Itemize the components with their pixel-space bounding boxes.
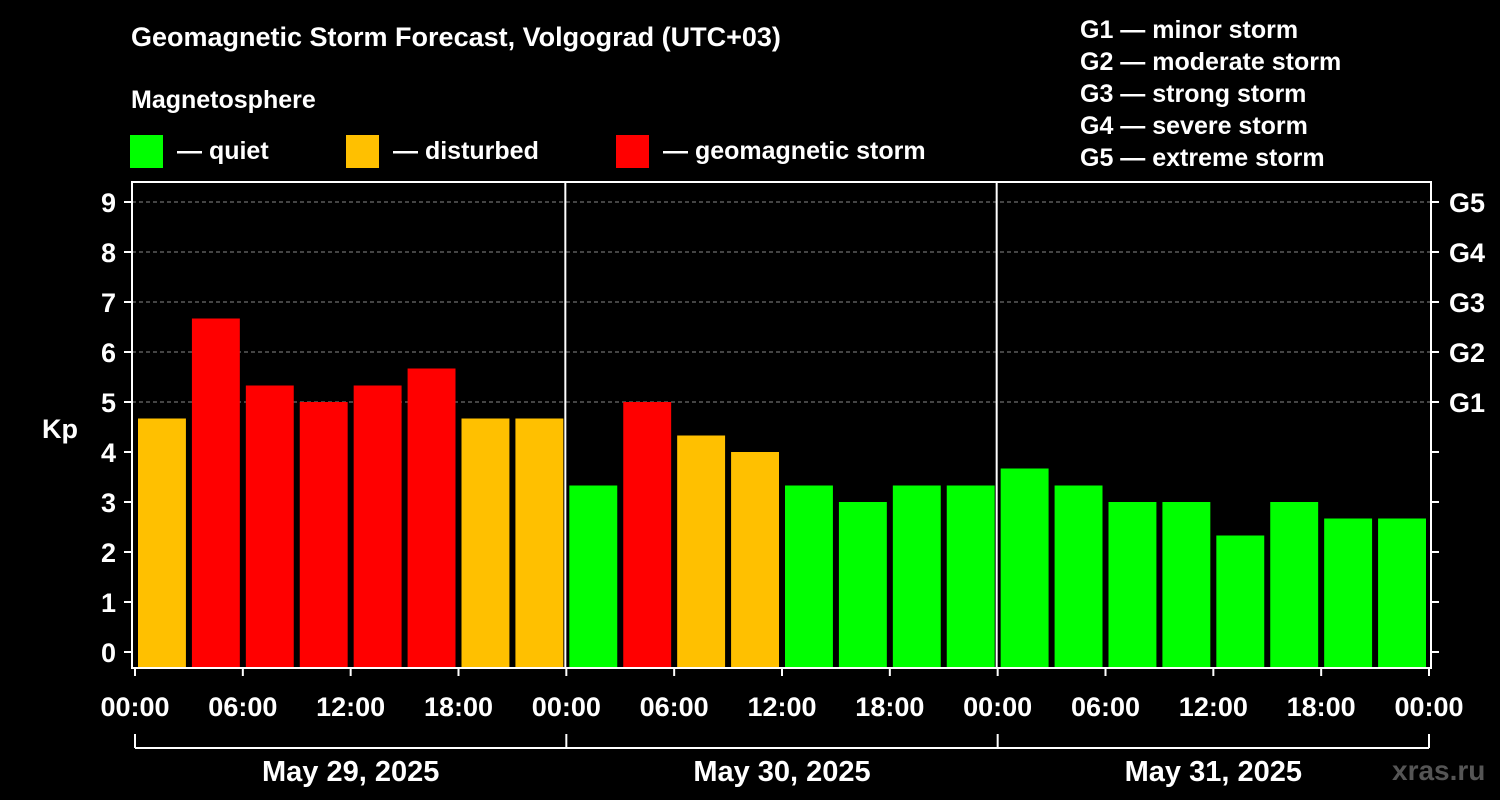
- x-tick-label-8: 18:00: [855, 692, 924, 722]
- kp-bar-3: [245, 385, 294, 668]
- kp-bar-14: [838, 502, 887, 668]
- g-legend-g5: G5 — extreme storm: [1080, 144, 1325, 172]
- chart-title: Geomagnetic Storm Forecast, Volgograd (U…: [131, 22, 781, 52]
- kp-bar-21: [1216, 535, 1265, 668]
- x-tick-label-3: 12:00: [316, 692, 385, 722]
- y-tick-label-5: 5: [101, 388, 116, 418]
- g-axis-label-g4: G4: [1449, 238, 1485, 268]
- x-tick-label-12: 18:00: [1287, 692, 1356, 722]
- day-label-3: May 31, 2025: [1125, 756, 1302, 788]
- kp-bar-11: [677, 435, 726, 668]
- legend-label-quiet: — quiet: [177, 136, 269, 165]
- day-label-1: May 29, 2025: [262, 756, 439, 788]
- day-label-2: May 30, 2025: [693, 756, 870, 788]
- legend-label-disturbed: — disturbed: [393, 136, 539, 165]
- y-tick-label-2: 2: [101, 538, 116, 568]
- legend-swatch-storm: [616, 134, 649, 168]
- legend-quiet: — quiet: [130, 134, 269, 168]
- g-axis-label-g3: G3: [1449, 288, 1485, 318]
- kp-bar-8: [515, 418, 564, 668]
- x-tick-label-2: 06:00: [208, 692, 277, 722]
- g-axis-label-g5: G5: [1449, 188, 1485, 218]
- x-tick-label-11: 12:00: [1179, 692, 1248, 722]
- kp-bar-16: [946, 485, 995, 668]
- g-legend-g1: G1 — minor storm: [1080, 16, 1299, 44]
- y-tick-label-3: 3: [101, 488, 116, 518]
- legend-label-storm: — geomagnetic storm: [663, 136, 926, 165]
- kp-bar-24: [1378, 518, 1426, 668]
- kp-bar-4: [299, 402, 348, 668]
- g-legend-g2: G2 — moderate storm: [1080, 48, 1342, 76]
- y-tick-label-8: 8: [101, 238, 116, 268]
- kp-bar-22: [1270, 502, 1319, 668]
- kp-bar-1: [138, 418, 186, 668]
- legend-swatch-disturbed: [346, 134, 379, 168]
- y-tick-label-0: 0: [101, 638, 116, 668]
- kp-bar-6: [407, 368, 456, 668]
- kp-bar-23: [1324, 518, 1373, 668]
- g-legend-g4: G4 — severe storm: [1080, 112, 1308, 140]
- y-tick-label-1: 1: [101, 588, 116, 618]
- legend-swatch-quiet: [130, 134, 163, 168]
- y-tick-label-7: 7: [101, 288, 116, 318]
- kp-bar-17: [1000, 468, 1049, 668]
- g-axis-label-g2: G2: [1449, 338, 1485, 368]
- g-axis-label-g1: G1: [1449, 388, 1485, 418]
- kp-bar-2: [191, 318, 240, 668]
- kp-bar-13: [785, 485, 833, 668]
- x-tick-label-4: 18:00: [424, 692, 493, 722]
- x-tick-label-10: 06:00: [1071, 692, 1140, 722]
- kp-bar-12: [731, 452, 779, 668]
- x-tick-label-9: 00:00: [963, 692, 1032, 722]
- x-tick-label-7: 12:00: [747, 692, 816, 722]
- x-tick-label-1: 00:00: [100, 692, 169, 722]
- kp-bar-10: [623, 402, 672, 668]
- kp-bar-7: [461, 418, 510, 668]
- legend-storm: — geomagnetic storm: [616, 134, 926, 168]
- x-tick-label-13: 00:00: [1394, 692, 1463, 722]
- y-tick-label-4: 4: [101, 438, 116, 468]
- y-tick-label-9: 9: [101, 188, 116, 218]
- g-legend-g3: G3 — strong storm: [1080, 80, 1307, 108]
- kp-bar-19: [1108, 502, 1157, 668]
- x-tick-label-6: 06:00: [640, 692, 709, 722]
- g-scale-legend: G1 — minor storm G2 — moderate storm G3 …: [1080, 14, 1341, 174]
- y-axis-label: Kp: [42, 414, 78, 444]
- kp-bar-15: [892, 485, 941, 668]
- kp-bar-5: [353, 385, 402, 668]
- y-tick-label-6: 6: [101, 338, 116, 368]
- magnetosphere-label: Magnetosphere: [131, 86, 316, 114]
- legend-disturbed: — disturbed: [346, 134, 539, 168]
- kp-bar-9: [569, 485, 618, 668]
- kp-bar-20: [1162, 502, 1211, 668]
- kp-bar-18: [1054, 485, 1103, 668]
- watermark: xras.ru: [1392, 755, 1486, 786]
- x-tick-label-5: 00:00: [532, 692, 601, 722]
